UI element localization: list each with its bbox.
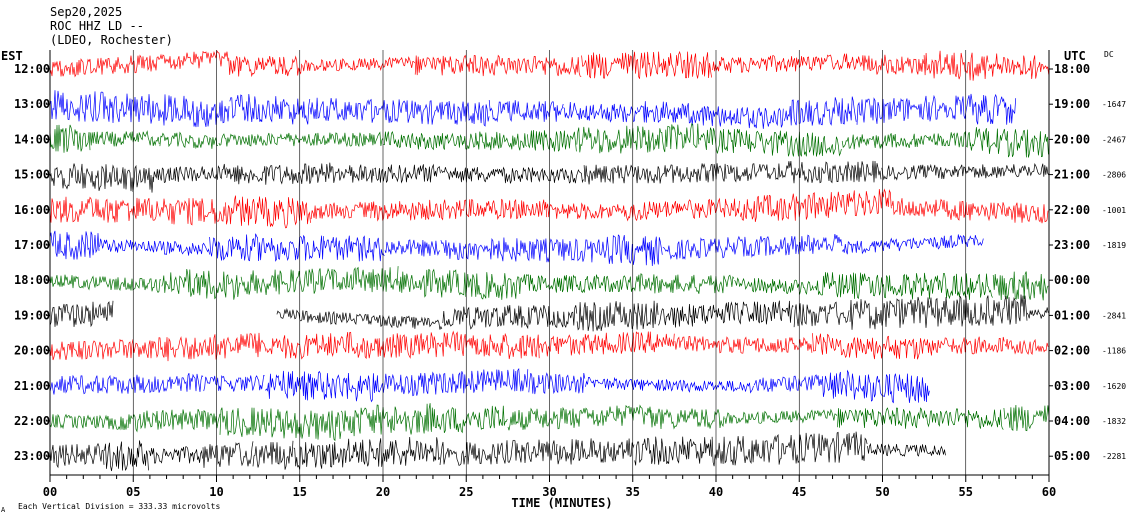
seismic-trace-row (49, 403, 1050, 442)
est-axis-label: EST (1, 49, 23, 63)
dc-offset-label: -1001 (1102, 206, 1126, 215)
seismic-trace-row (49, 431, 946, 472)
dc-offset-label: -2806 (1102, 171, 1126, 180)
dc-offset-label: -2841 (1102, 311, 1126, 320)
header-background (47, 2, 164, 50)
seismic-trace-row (49, 367, 930, 404)
est-row-label: 17:00 (14, 238, 50, 252)
est-row-label: 21:00 (14, 379, 50, 393)
seismic-trace-row (49, 90, 1017, 129)
seismic-trace-row (49, 123, 1049, 158)
x-tick-label: 30 (542, 485, 556, 499)
dc-offset-label: -1620 (1102, 382, 1126, 391)
x-tick-label: 25 (459, 485, 473, 499)
header-station: ROC HHZ LD -- (50, 19, 144, 33)
dc-offset-label: -1647 (1102, 100, 1126, 109)
seismic-trace-row (49, 230, 984, 267)
x-tick-label: 35 (626, 485, 640, 499)
x-tick-label: 15 (293, 485, 307, 499)
dc-offset-label: -1832 (1102, 417, 1126, 426)
est-row-label: 18:00 (14, 273, 50, 287)
x-axis-title: TIME (MINUTES) (511, 496, 612, 510)
dc-offset-label: -2281 (1102, 452, 1126, 461)
utc-row-label: 19:00 (1054, 97, 1090, 111)
seismic-trace-row (49, 294, 1049, 332)
utc-row-label: 04:00 (1054, 414, 1090, 428)
est-row-label: 15:00 (14, 168, 50, 182)
seismic-trace-row (49, 266, 1049, 301)
est-row-label: 20:00 (14, 344, 50, 358)
grid-lines (132, 50, 967, 475)
header-date: Sep20,2025 (50, 5, 122, 19)
est-row-label: 19:00 (14, 308, 50, 322)
x-tick-label: 10 (209, 485, 223, 499)
seismic-trace-row (49, 330, 1049, 362)
seismic-traces (49, 49, 1050, 472)
utc-row-label: 00:00 (1054, 273, 1090, 287)
x-tick-label: 45 (792, 485, 806, 499)
utc-row-label: 03:00 (1054, 379, 1090, 393)
est-row-label: 13:00 (14, 97, 50, 111)
utc-row-label: 22:00 (1054, 203, 1090, 217)
dc-offset-label: -2467 (1102, 135, 1126, 144)
est-row-label: 12:00 (14, 62, 50, 76)
est-row-label: 14:00 (14, 132, 50, 146)
est-row-label: 23:00 (14, 449, 50, 463)
x-tick-label: 55 (959, 485, 973, 499)
est-row-label: 22:00 (14, 414, 50, 428)
axis-labels: 00 05 10 15 20 25 30 35 40 45 50 55 60 12:00 18:00 13:0… (14, 62, 1126, 499)
scale-note: Each Vertical Division = 333.33 microvol… (18, 502, 220, 511)
utc-row-label: 20:00 (1054, 132, 1090, 146)
x-tick-label: 40 (709, 485, 723, 499)
utc-row-label: 21:00 (1054, 168, 1090, 182)
utc-row-label: 18:00 (1054, 62, 1090, 76)
x-tick-label: 50 (875, 485, 889, 499)
seismic-trace-row (49, 160, 1050, 193)
seismic-trace-row (49, 49, 1050, 81)
dc-column-label: DC (1104, 50, 1114, 59)
x-tick-label: 20 (376, 485, 390, 499)
dc-offset-label: -1186 (1102, 347, 1126, 356)
x-tick-label: 60 (1042, 485, 1056, 499)
seismic-trace-row (49, 188, 1049, 229)
x-tick-label: 05 (126, 485, 140, 499)
corner-glyph: A (1, 506, 6, 514)
header-network: (LDEO, Rochester) (50, 33, 173, 47)
est-row-label: 16:00 (14, 203, 50, 217)
utc-row-label: 05:00 (1054, 449, 1090, 463)
utc-row-label: 01:00 (1054, 308, 1090, 322)
x-tick-label: 00 (43, 485, 57, 499)
utc-row-label: 23:00 (1054, 238, 1090, 252)
plot-frame (46, 50, 1053, 482)
utc-axis-label: UTC (1064, 49, 1086, 63)
dc-offset-label: -1819 (1102, 241, 1126, 250)
utc-row-label: 02:00 (1054, 344, 1090, 358)
